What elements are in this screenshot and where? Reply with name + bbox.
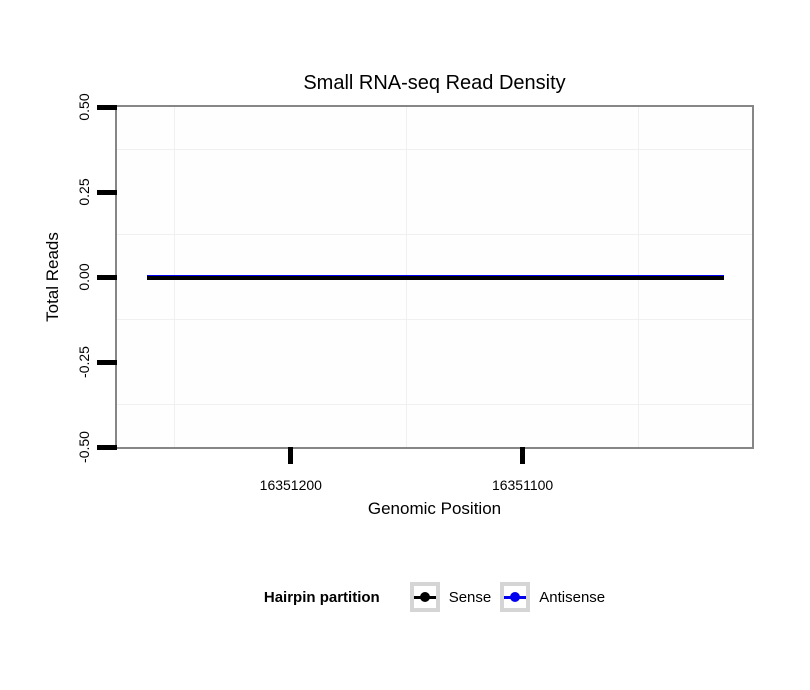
legend-entry-sense: Sense — [409, 582, 492, 612]
y-tick-label: -0.50 — [76, 431, 92, 463]
y-tick-label: 0.25 — [76, 178, 92, 206]
y-tick-mark — [97, 359, 117, 365]
y-tick-mark — [97, 444, 117, 450]
chart-title: Small RNA-seq Read Density — [303, 72, 566, 94]
sense-line — [147, 276, 725, 280]
y-minor-gridline — [117, 234, 752, 235]
y-tick-label: 0.50 — [76, 93, 92, 121]
y-tick-mark — [97, 189, 117, 195]
legend-key-antisense-icon — [500, 582, 531, 612]
legend-label: Antisense — [539, 588, 606, 606]
legend-key-sense-icon — [409, 582, 440, 612]
y-tick-mark — [97, 274, 117, 280]
x-tick-mark — [520, 447, 526, 464]
x-tick-label: 16351100 — [491, 477, 554, 493]
y-minor-gridline — [117, 319, 752, 320]
x-tick-label: 16351200 — [259, 477, 322, 493]
y-minor-gridline — [117, 404, 752, 405]
legend-entries: Sense Antisense — [409, 582, 605, 612]
y-axis-title: Total Reads — [43, 232, 62, 322]
legend-entry-antisense: Antisense — [500, 582, 605, 612]
legend: Hairpin partition Sense Antisense — [115, 581, 754, 613]
legend-title: Hairpin partition — [263, 588, 380, 606]
y-minor-gridline — [117, 149, 752, 150]
x-tick-mark — [288, 447, 294, 464]
y-tick-label: -0.25 — [76, 346, 92, 378]
y-tick-label: 0.00 — [76, 263, 92, 291]
legend-label: Sense — [448, 588, 492, 606]
y-tick-mark — [97, 104, 117, 110]
pointrange-dot-icon — [510, 592, 521, 602]
x-axis-title: Genomic Position — [367, 499, 502, 518]
pointrange-dot-icon — [419, 592, 430, 602]
